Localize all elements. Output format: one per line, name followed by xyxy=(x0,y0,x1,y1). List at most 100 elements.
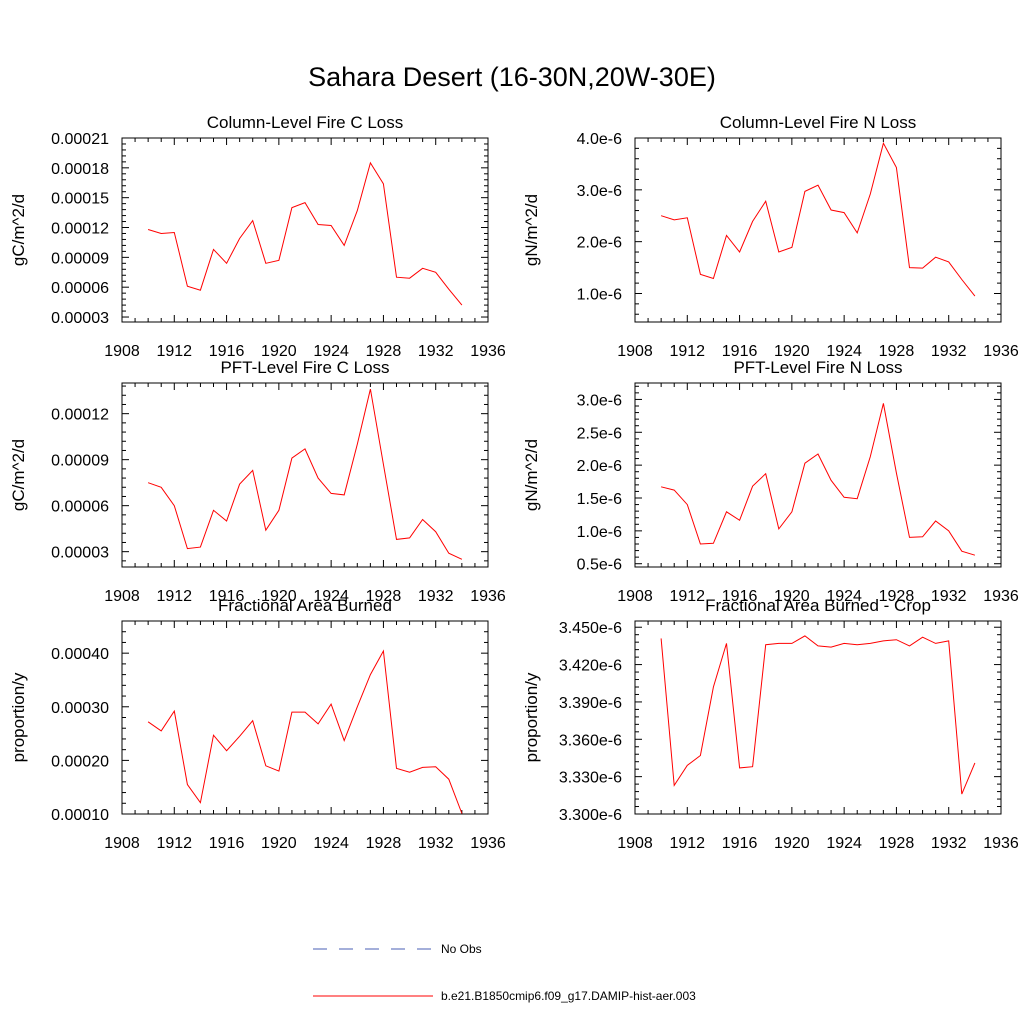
chart-panel-1: Column-Level Fire C Loss gC/m^2/d 1908 1912… xyxy=(9,113,506,360)
y-tick-label: 0.5e-6 xyxy=(577,557,622,574)
y-axis-label: proportion/y xyxy=(522,672,541,762)
chart-panel-6: Fractional Area Burned - Crop proportion/… xyxy=(522,596,1019,852)
x-tick-label: 1932 xyxy=(418,835,454,852)
x-tick-label: 1924 xyxy=(313,835,349,852)
x-tick-label: 1936 xyxy=(470,343,506,360)
x-tick-label: 1912 xyxy=(669,588,705,605)
x-tick-label: 1928 xyxy=(366,343,402,360)
figure-title: Sahara Desert (16-30N,20W-30E) xyxy=(308,62,716,92)
x-tick-label: 1916 xyxy=(722,588,758,605)
y-axis-label: gC/m^2/d xyxy=(9,194,28,266)
x-tick-label: 1916 xyxy=(209,588,245,605)
y-tick-label: 3.390e-6 xyxy=(559,695,622,712)
y-tick-label: 4.0e-6 xyxy=(577,131,622,148)
x-tick-label: 1928 xyxy=(879,835,915,852)
x-tick-label: 1928 xyxy=(879,588,915,605)
series-line-1 xyxy=(660,635,976,795)
y-tick-label: 3.450e-6 xyxy=(559,620,622,637)
y-axis-label: gN/m^2/d xyxy=(522,194,541,266)
x-tick-label: 1912 xyxy=(669,343,705,360)
x-tick-label: 1924 xyxy=(826,343,862,360)
x-tick-label: 1932 xyxy=(931,835,967,852)
x-tick-label: 1924 xyxy=(313,588,349,605)
x-tick-label: 1916 xyxy=(722,343,758,360)
x-tick-label: 1920 xyxy=(774,588,810,605)
x-tick-label: 1908 xyxy=(104,835,140,852)
x-tick-label: 1924 xyxy=(826,588,862,605)
x-tick-label: 1920 xyxy=(261,835,297,852)
y-tick-label: 1.5e-6 xyxy=(577,491,622,508)
y-tick-label: 0.00006 xyxy=(51,499,109,516)
y-axis-label: proportion/y xyxy=(9,672,28,762)
x-tick-label: 1920 xyxy=(774,343,810,360)
y-axis-label: gN/m^2/d xyxy=(522,439,541,511)
plot-frame xyxy=(121,382,489,568)
x-tick-label: 1924 xyxy=(826,835,862,852)
series-line-1 xyxy=(147,388,463,560)
y-tick-label: 0.00030 xyxy=(51,700,109,717)
y-tick-label: 0.00015 xyxy=(51,191,109,208)
y-tick-label: 0.00020 xyxy=(51,753,109,770)
panel-title: PFT-Level Fire C Loss xyxy=(220,358,389,377)
y-tick-label: 0.00006 xyxy=(51,280,109,297)
y-tick-label: 2.5e-6 xyxy=(577,425,622,442)
legend-model-label: b.e21.B1850cmip6.f09_g17.DAMIP-hist-aer.… xyxy=(441,989,696,1003)
chart-panels: Column-Level Fire C Loss gC/m^2/d 1908 1912… xyxy=(9,113,1019,852)
chart-panel-2: Column-Level Fire N Loss gN/m^2/d 1908 1912… xyxy=(522,113,1019,360)
x-tick-label: 1912 xyxy=(156,835,192,852)
legend-obs-label: No Obs xyxy=(441,942,482,956)
panel-title: Column-Level Fire N Loss xyxy=(720,113,917,132)
y-tick-label: 0.00012 xyxy=(51,221,109,238)
x-tick-label: 1908 xyxy=(104,588,140,605)
y-tick-label: 3.0e-6 xyxy=(577,392,622,409)
y-tick-label: 2.0e-6 xyxy=(577,458,622,475)
y-tick-label: 1.0e-6 xyxy=(577,286,622,303)
x-tick-label: 1936 xyxy=(983,588,1019,605)
panel-title: Fractional Area Burned - Crop xyxy=(705,596,931,615)
y-tick-label: 0.00003 xyxy=(51,310,109,327)
x-tick-label: 1928 xyxy=(879,343,915,360)
plot-frame xyxy=(634,620,1002,815)
panel-title: Fractional Area Burned xyxy=(218,596,392,615)
y-tick-label: 0.00018 xyxy=(51,161,109,178)
plot-frame xyxy=(121,620,489,815)
y-tick-label: 2.0e-6 xyxy=(577,235,622,252)
x-tick-label: 1916 xyxy=(209,835,245,852)
y-axis-label: gC/m^2/d xyxy=(9,439,28,511)
x-tick-label: 1920 xyxy=(261,343,297,360)
x-tick-label: 1920 xyxy=(261,588,297,605)
plot-frame xyxy=(634,382,1002,568)
y-tick-label: 3.420e-6 xyxy=(559,658,622,675)
x-tick-label: 1928 xyxy=(366,835,402,852)
series-line-1 xyxy=(147,161,463,306)
x-tick-label: 1912 xyxy=(669,835,705,852)
y-tick-label: 3.360e-6 xyxy=(559,732,622,749)
x-tick-label: 1932 xyxy=(931,588,967,605)
x-tick-label: 1908 xyxy=(617,343,653,360)
x-tick-label: 1908 xyxy=(104,343,140,360)
x-tick-label: 1912 xyxy=(156,588,192,605)
x-tick-label: 1936 xyxy=(470,835,506,852)
y-tick-label: 0.00012 xyxy=(51,407,109,424)
x-tick-label: 1920 xyxy=(774,835,810,852)
x-tick-label: 1932 xyxy=(418,588,454,605)
series-line-1 xyxy=(660,403,976,556)
chart-panel-5: Fractional Area Burned proportion/y 1908 19… xyxy=(9,596,506,852)
y-tick-label: 0.00040 xyxy=(51,646,109,663)
x-tick-label: 1924 xyxy=(313,343,349,360)
y-tick-label: 3.330e-6 xyxy=(559,770,622,787)
legend xyxy=(313,948,433,997)
panel-title: Column-Level Fire C Loss xyxy=(207,113,404,132)
x-tick-label: 1932 xyxy=(418,343,454,360)
y-tick-label: 1.0e-6 xyxy=(577,524,622,541)
chart-panel-4: PFT-Level Fire N Loss gN/m^2/d 1908 1912 191… xyxy=(522,358,1019,605)
x-tick-label: 1932 xyxy=(931,343,967,360)
y-tick-label: 0.00009 xyxy=(51,453,109,470)
y-tick-label: 3.0e-6 xyxy=(577,183,622,200)
y-tick-label: 0.00003 xyxy=(51,545,109,562)
y-tick-label: 0.00009 xyxy=(51,250,109,267)
y-tick-label: 0.00021 xyxy=(51,131,109,148)
x-tick-label: 1916 xyxy=(209,343,245,360)
x-tick-label: 1936 xyxy=(470,588,506,605)
